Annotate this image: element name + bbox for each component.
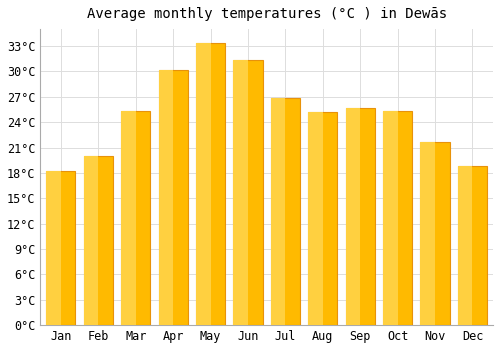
Bar	[271, 98, 300, 325]
Bar	[420, 142, 450, 325]
Bar	[158, 70, 173, 325]
Bar	[308, 112, 323, 325]
Bar	[383, 111, 398, 325]
Bar	[271, 98, 285, 325]
Bar	[420, 142, 435, 325]
Bar	[121, 111, 150, 325]
Bar	[46, 171, 76, 325]
Bar	[458, 166, 487, 325]
Bar	[346, 108, 375, 325]
Bar	[346, 108, 360, 325]
Bar	[84, 156, 113, 325]
Bar	[121, 111, 136, 325]
Bar	[158, 70, 188, 325]
Bar	[196, 43, 210, 325]
Title: Average monthly temperatures (°C ) in Dewās: Average monthly temperatures (°C ) in De…	[86, 7, 446, 21]
Bar	[46, 171, 61, 325]
Bar	[196, 43, 225, 325]
Bar	[234, 60, 262, 325]
Bar	[234, 60, 248, 325]
Bar	[308, 112, 338, 325]
Bar	[383, 111, 412, 325]
Bar	[84, 156, 98, 325]
Bar	[458, 166, 472, 325]
